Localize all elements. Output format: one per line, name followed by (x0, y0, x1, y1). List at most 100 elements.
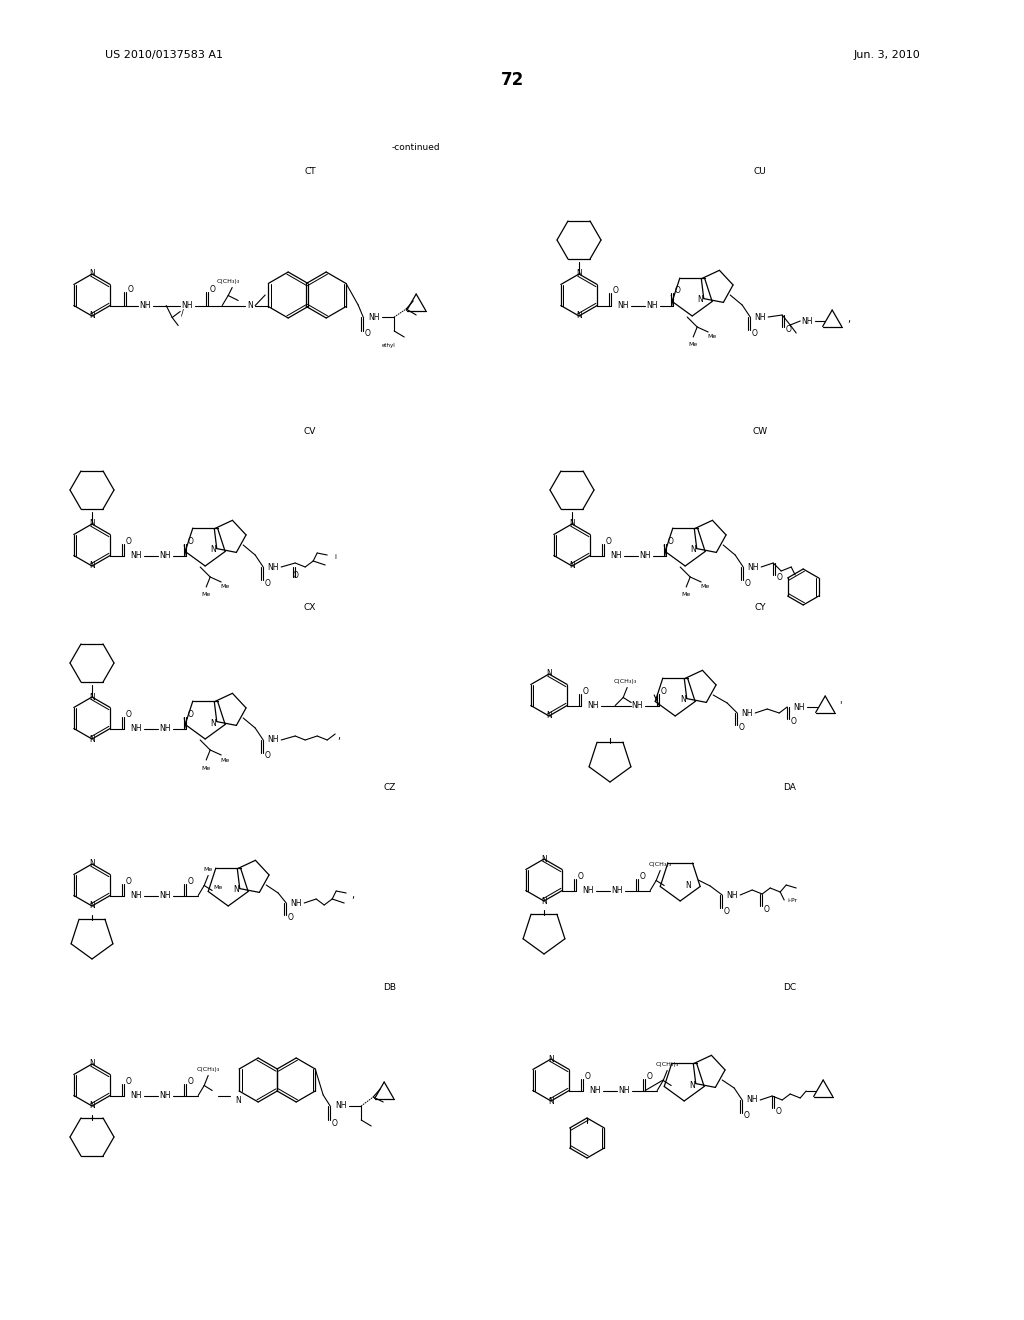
Text: O: O (288, 913, 293, 923)
Text: NH: NH (611, 886, 623, 895)
Text: N: N (89, 734, 95, 743)
Text: N: N (690, 545, 696, 554)
Text: CZ: CZ (384, 784, 396, 792)
Text: O: O (752, 329, 757, 338)
Text: DA: DA (783, 784, 797, 792)
Text: N: N (210, 545, 216, 554)
Text: NH: NH (139, 301, 151, 310)
Text: O: O (723, 907, 729, 916)
Text: NH: NH (610, 550, 622, 560)
Text: Me: Me (202, 766, 211, 771)
Text: N: N (236, 1096, 241, 1105)
Text: NH: NH (802, 317, 813, 326)
Text: NH: NH (130, 1092, 142, 1100)
Text: N: N (569, 561, 574, 570)
Text: O: O (674, 286, 680, 294)
Text: N: N (541, 896, 547, 906)
Text: NH: NH (746, 1096, 758, 1105)
Text: O: O (660, 686, 667, 696)
Text: ethyl: ethyl (381, 342, 395, 347)
Text: O: O (578, 873, 583, 880)
Text: Me: Me (688, 342, 697, 347)
Text: O: O (612, 286, 618, 294)
Text: N: N (210, 718, 216, 727)
Text: O: O (187, 1077, 194, 1086)
Text: O: O (585, 1072, 590, 1081)
Text: N: N (577, 312, 582, 321)
Text: Jun. 3, 2010: Jun. 3, 2010 (853, 50, 920, 59)
Text: Me: Me (682, 593, 691, 598)
Text: NH: NH (618, 1086, 630, 1096)
Text: N: N (233, 886, 239, 895)
Text: N: N (548, 1097, 554, 1106)
Text: Me: Me (708, 334, 717, 339)
Text: O: O (187, 710, 194, 719)
Text: N: N (89, 561, 95, 570)
Text: NH: NH (160, 723, 171, 733)
Text: NH: NH (639, 550, 651, 560)
Text: NH: NH (160, 1092, 171, 1100)
Text: O: O (605, 537, 611, 546)
Text: N: N (548, 1055, 554, 1064)
Text: O: O (292, 570, 298, 579)
Text: N: N (248, 301, 253, 310)
Text: DB: DB (384, 983, 396, 993)
Text: NH: NH (267, 562, 279, 572)
Text: NH: NH (369, 313, 380, 322)
Text: N: N (89, 693, 95, 701)
Text: 72: 72 (501, 71, 523, 88)
Text: N: N (685, 880, 691, 890)
Text: NH: NH (632, 701, 643, 710)
Text: NH: NH (646, 301, 658, 310)
Text: CT: CT (304, 168, 315, 177)
Text: O: O (639, 873, 645, 880)
Text: O: O (668, 537, 673, 546)
Text: O: O (785, 326, 792, 334)
Text: Me: Me (214, 884, 223, 890)
Text: O: O (125, 876, 131, 886)
Text: O: O (646, 1072, 652, 1081)
Text: NH: NH (267, 735, 279, 744)
Text: O: O (738, 723, 744, 733)
Text: US 2010/0137583 A1: US 2010/0137583 A1 (105, 50, 223, 59)
Text: O: O (187, 876, 194, 886)
Text: C(CH₃)₃: C(CH₃)₃ (655, 1063, 679, 1067)
Text: O: O (775, 1106, 781, 1115)
Text: CV: CV (304, 428, 316, 437)
Text: CY: CY (755, 602, 766, 611)
Text: N: N (680, 696, 686, 705)
Text: O: O (743, 1111, 750, 1121)
Text: -continued: -continued (392, 144, 440, 153)
Text: /: / (181, 309, 183, 318)
Text: NH: NH (130, 550, 142, 560)
Text: C(CH₃)₃: C(CH₃)₃ (216, 279, 240, 284)
Text: ': ' (839, 700, 842, 710)
Text: O: O (264, 751, 270, 760)
Text: ,: , (848, 314, 851, 323)
Text: NH: NH (336, 1101, 347, 1110)
Text: N: N (697, 296, 703, 305)
Text: N: N (89, 859, 95, 869)
Text: O: O (264, 578, 270, 587)
Text: N: N (546, 669, 552, 678)
Text: N: N (689, 1081, 695, 1089)
Text: N: N (569, 520, 574, 528)
Text: CX: CX (304, 602, 316, 611)
Text: NH: NH (726, 891, 738, 899)
Text: O: O (127, 285, 133, 294)
Text: NH: NH (583, 886, 594, 895)
Text: NH: NH (130, 723, 142, 733)
Text: NH: NH (588, 701, 599, 710)
Text: O: O (125, 1077, 131, 1086)
Text: O: O (125, 710, 131, 719)
Text: NH: NH (794, 702, 805, 711)
Text: N: N (89, 902, 95, 911)
Text: Me: Me (700, 585, 710, 590)
Text: O: O (209, 285, 215, 294)
Text: NH: NH (617, 301, 629, 310)
Text: Me: Me (220, 585, 229, 590)
Text: O: O (583, 686, 588, 696)
Text: NH: NH (160, 550, 171, 560)
Text: O: O (744, 578, 751, 587)
Text: NH: NH (130, 891, 142, 900)
